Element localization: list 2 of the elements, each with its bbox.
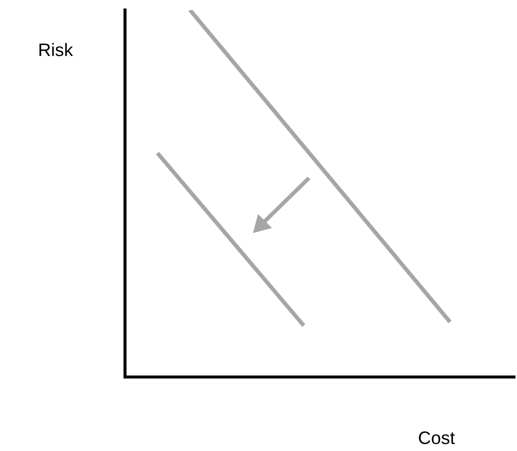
y-axis-title: Risk bbox=[38, 40, 73, 61]
x-axis-title: Cost bbox=[418, 428, 456, 449]
